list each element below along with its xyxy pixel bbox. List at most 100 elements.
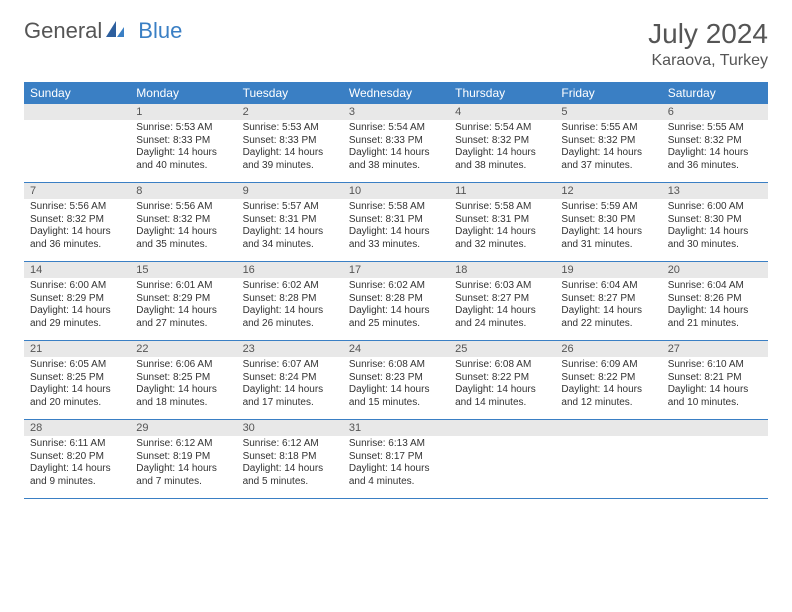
day-line: Sunset: 8:24 PM (243, 372, 337, 385)
day-line: and 24 minutes. (455, 318, 549, 331)
day-content: Sunrise: 5:58 AMSunset: 8:31 PMDaylight:… (343, 199, 449, 255)
day-line: and 40 minutes. (136, 160, 230, 173)
day-cell: 12Sunrise: 5:59 AMSunset: 8:30 PMDayligh… (555, 183, 661, 261)
day-line: Daylight: 14 hours (243, 147, 337, 160)
day-line: and 27 minutes. (136, 318, 230, 331)
day-line: Sunrise: 6:02 AM (243, 280, 337, 293)
day-line: Sunset: 8:26 PM (668, 293, 762, 306)
day-cell: 16Sunrise: 6:02 AMSunset: 8:28 PMDayligh… (237, 262, 343, 340)
day-line: Sunset: 8:31 PM (455, 214, 549, 227)
logo-text-2: Blue (138, 18, 182, 44)
day-line: Sunrise: 5:53 AM (136, 122, 230, 135)
day-content: Sunrise: 5:56 AMSunset: 8:32 PMDaylight:… (130, 199, 236, 255)
day-number: 10 (343, 183, 449, 199)
day-cell: 5 Sunrise: 5:55 AMSunset: 8:32 PMDaylight… (555, 104, 661, 182)
day-line: Daylight: 14 hours (561, 147, 655, 160)
day-line: Sunset: 8:27 PM (455, 293, 549, 306)
day-number (662, 420, 768, 436)
month-title: July 2024 (648, 18, 768, 50)
day-line: and 17 minutes. (243, 397, 337, 410)
day-line: Daylight: 14 hours (561, 226, 655, 239)
day-line: Daylight: 14 hours (136, 226, 230, 239)
day-line: Sunset: 8:22 PM (561, 372, 655, 385)
logo: General Blue (24, 18, 182, 44)
day-number: 17 (343, 262, 449, 278)
day-line: Sunset: 8:25 PM (30, 372, 124, 385)
day-headers-row: Sunday Monday Tuesday Wednesday Thursday… (24, 82, 768, 104)
day-line: and 7 minutes. (136, 476, 230, 489)
day-content: Sunrise: 6:08 AMSunset: 8:22 PMDaylight:… (449, 357, 555, 413)
day-cell: 15Sunrise: 6:01 AMSunset: 8:29 PMDayligh… (130, 262, 236, 340)
day-content (24, 120, 130, 126)
day-number: 5 (555, 104, 661, 120)
day-content: Sunrise: 6:12 AMSunset: 8:18 PMDaylight:… (237, 436, 343, 492)
day-cell: 10Sunrise: 5:58 AMSunset: 8:31 PMDayligh… (343, 183, 449, 261)
day-cell: 1Sunrise: 5:53 AMSunset: 8:33 PMDaylight… (130, 104, 236, 182)
day-cell: 9Sunrise: 5:57 AMSunset: 8:31 PMDaylight… (237, 183, 343, 261)
day-number: 3 (343, 104, 449, 120)
day-line: and 31 minutes. (561, 239, 655, 252)
day-line: Daylight: 14 hours (455, 226, 549, 239)
day-line: Sunrise: 5:56 AM (30, 201, 124, 214)
day-line: Sunrise: 5:57 AM (243, 201, 337, 214)
day-content: Sunrise: 6:04 AMSunset: 8:27 PMDaylight:… (555, 278, 661, 334)
day-line: Daylight: 14 hours (349, 463, 443, 476)
day-line: Sunset: 8:32 PM (668, 135, 762, 148)
day-number: 2 (237, 104, 343, 120)
day-line: Sunrise: 6:04 AM (668, 280, 762, 293)
day-line: Sunrise: 5:59 AM (561, 201, 655, 214)
location-text: Karaova, Turkey (648, 52, 768, 70)
day-line: Sunset: 8:32 PM (561, 135, 655, 148)
day-content: Sunrise: 5:55 AMSunset: 8:32 PMDaylight:… (662, 120, 768, 176)
day-number (449, 420, 555, 436)
day-line: and 21 minutes. (668, 318, 762, 331)
day-line: Sunrise: 6:06 AM (136, 359, 230, 372)
day-line: Sunset: 8:23 PM (349, 372, 443, 385)
calendar: Sunday Monday Tuesday Wednesday Thursday… (24, 82, 768, 499)
day-cell: 27Sunrise: 6:10 AMSunset: 8:21 PMDayligh… (662, 341, 768, 419)
day-cell: 13Sunrise: 6:00 AMSunset: 8:30 PMDayligh… (662, 183, 768, 261)
day-line: Sunrise: 6:05 AM (30, 359, 124, 372)
day-cell: 31Sunrise: 6:13 AMSunset: 8:17 PMDayligh… (343, 420, 449, 498)
day-line: and 26 minutes. (243, 318, 337, 331)
day-line: Sunrise: 5:55 AM (561, 122, 655, 135)
day-line: Sunset: 8:31 PM (349, 214, 443, 227)
day-line: and 36 minutes. (30, 239, 124, 252)
day-line: Daylight: 14 hours (668, 384, 762, 397)
day-line: Sunset: 8:19 PM (136, 451, 230, 464)
day-number (24, 104, 130, 120)
day-cell: 6Sunrise: 5:55 AMSunset: 8:32 PMDaylight… (662, 104, 768, 182)
day-line: and 12 minutes. (561, 397, 655, 410)
day-number: 7 (24, 183, 130, 199)
day-content: Sunrise: 6:13 AMSunset: 8:17 PMDaylight:… (343, 436, 449, 492)
day-line: Daylight: 14 hours (561, 384, 655, 397)
day-number: 16 (237, 262, 343, 278)
day-content: Sunrise: 6:06 AMSunset: 8:25 PMDaylight:… (130, 357, 236, 413)
day-number: 31 (343, 420, 449, 436)
day-cell (555, 420, 661, 498)
day-line: Daylight: 14 hours (136, 463, 230, 476)
day-cell (662, 420, 768, 498)
day-line: and 4 minutes. (349, 476, 443, 489)
day-line: Daylight: 14 hours (349, 147, 443, 160)
week-row: 14Sunrise: 6:00 AMSunset: 8:29 PMDayligh… (24, 262, 768, 341)
day-cell: 26Sunrise: 6:09 AMSunset: 8:22 PMDayligh… (555, 341, 661, 419)
day-number: 20 (662, 262, 768, 278)
day-line: Sunrise: 6:13 AM (349, 438, 443, 451)
day-line: Daylight: 14 hours (136, 305, 230, 318)
day-line: Sunset: 8:25 PM (136, 372, 230, 385)
day-header-sat: Saturday (662, 82, 768, 104)
day-line: Sunrise: 6:11 AM (30, 438, 124, 451)
day-cell: 17Sunrise: 6:02 AMSunset: 8:28 PMDayligh… (343, 262, 449, 340)
day-header-fri: Friday (555, 82, 661, 104)
day-line: Sunrise: 6:09 AM (561, 359, 655, 372)
day-cell: 7Sunrise: 5:56 AMSunset: 8:32 PMDaylight… (24, 183, 130, 261)
day-line: Daylight: 14 hours (455, 384, 549, 397)
day-line: Sunrise: 6:04 AM (561, 280, 655, 293)
day-line: and 22 minutes. (561, 318, 655, 331)
day-content: Sunrise: 6:01 AMSunset: 8:29 PMDaylight:… (130, 278, 236, 334)
day-content: Sunrise: 6:10 AMSunset: 8:21 PMDaylight:… (662, 357, 768, 413)
day-number: 12 (555, 183, 661, 199)
day-content: Sunrise: 6:09 AMSunset: 8:22 PMDaylight:… (555, 357, 661, 413)
logo-text-1: General (24, 18, 102, 44)
